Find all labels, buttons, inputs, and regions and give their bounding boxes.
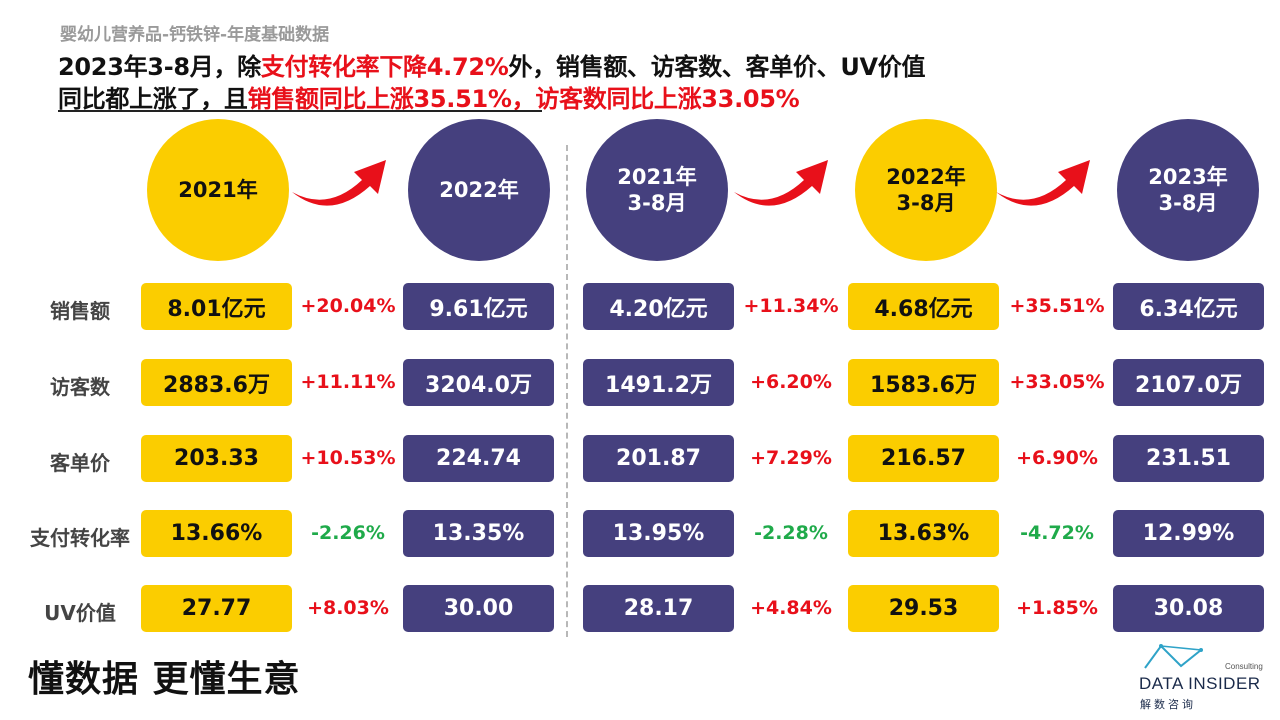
growth-arrow-icon: [292, 160, 386, 206]
period-circle: 2022年: [408, 119, 550, 261]
metric-value: 30.00: [403, 585, 554, 632]
metric-label: 访客数: [50, 375, 110, 399]
metric-value: 231.51: [1113, 435, 1264, 482]
yoy-change: +10.53%: [300, 447, 396, 469]
metric-value: 2107.0万: [1113, 359, 1264, 406]
metric-value: 12.99%: [1113, 510, 1264, 557]
yoy-change: +35.51%: [1009, 295, 1105, 317]
metric-value: 4.68亿元: [848, 283, 999, 330]
metric-value: 1583.6万: [848, 359, 999, 406]
metric-value: 13.66%: [141, 510, 292, 557]
yoy-change: +6.20%: [750, 371, 832, 393]
yoy-change: -2.28%: [754, 522, 828, 544]
slogan: 懂数据 更懂生意: [28, 659, 301, 700]
headline-line-1: 2023年3-8月，除支付转化率下降4.72%外，销售额、访客数、客单价、UV价…: [58, 47, 926, 82]
section-divider: [566, 145, 568, 637]
metric-value: 13.95%: [583, 510, 734, 557]
headline-highlight: 销售额同比上涨35.51%，访客数同比上涨33.05%: [247, 85, 800, 113]
metric-value: 2883.6万: [141, 359, 292, 406]
growth-arrow-icon: [734, 160, 828, 206]
period-circle: 2022年 3-8月: [855, 119, 997, 261]
company-logo: Consulting DATA INSIDER 解数咨询: [1135, 640, 1265, 715]
headline-text: 同比都上涨了，且: [58, 85, 248, 113]
logo-brand: DATA INSIDER: [1139, 674, 1261, 693]
period-circle: 2021年: [147, 119, 289, 261]
metric-value: 224.74: [403, 435, 554, 482]
yoy-change: +8.03%: [307, 597, 389, 619]
metric-label: 支付转化率: [30, 526, 130, 550]
period-circle: 2021年 3-8月: [586, 119, 728, 261]
yoy-change: +20.04%: [300, 295, 396, 317]
page-subtitle: 婴幼儿营养品-钙铁锌-年度基础数据: [60, 25, 330, 45]
yoy-change: +11.34%: [743, 295, 839, 317]
metric-value: 13.63%: [848, 510, 999, 557]
metric-value: 8.01亿元: [141, 283, 292, 330]
logo-mark-icon: [1144, 644, 1203, 669]
metric-label: 客单价: [50, 451, 110, 475]
metric-value: 13.35%: [403, 510, 554, 557]
headline-highlight: 支付转化率下降4.72%: [260, 53, 509, 81]
yoy-change: +7.29%: [750, 447, 832, 469]
headline-text: 外，销售额、访客数、客单价、UV价值: [508, 53, 926, 81]
period-circle: 2023年 3-8月: [1117, 119, 1259, 261]
headline-line-2: 同比都上涨了，且销售额同比上涨35.51%，访客数同比上涨33.05%: [58, 79, 800, 114]
yoy-change: +4.84%: [750, 597, 832, 619]
metric-value: 3204.0万: [403, 359, 554, 406]
yoy-change: +11.11%: [300, 371, 396, 393]
metric-label: UV价值: [44, 601, 116, 625]
headline-text: 2023年3-8月，除: [58, 53, 261, 81]
yoy-change: -4.72%: [1020, 522, 1094, 544]
metric-value: 201.87: [583, 435, 734, 482]
metric-value: 203.33: [141, 435, 292, 482]
logo-chinese-name: 解数咨询: [1140, 698, 1196, 711]
metric-label: 销售额: [50, 299, 110, 323]
metric-value: 27.77: [141, 585, 292, 632]
metric-value: 216.57: [848, 435, 999, 482]
metric-value: 28.17: [583, 585, 734, 632]
logo-consulting: Consulting: [1225, 662, 1263, 671]
growth-arrow-icon: [996, 160, 1090, 206]
yoy-change: +33.05%: [1009, 371, 1105, 393]
metric-value: 6.34亿元: [1113, 283, 1264, 330]
yoy-change: -2.26%: [311, 522, 385, 544]
metric-value: 4.20亿元: [583, 283, 734, 330]
metric-value: 29.53: [848, 585, 999, 632]
metric-value: 9.61亿元: [403, 283, 554, 330]
headline-underline: [58, 110, 542, 112]
metric-value: 1491.2万: [583, 359, 734, 406]
yoy-change: +6.90%: [1016, 447, 1098, 469]
metric-value: 30.08: [1113, 585, 1264, 632]
yoy-change: +1.85%: [1016, 597, 1098, 619]
